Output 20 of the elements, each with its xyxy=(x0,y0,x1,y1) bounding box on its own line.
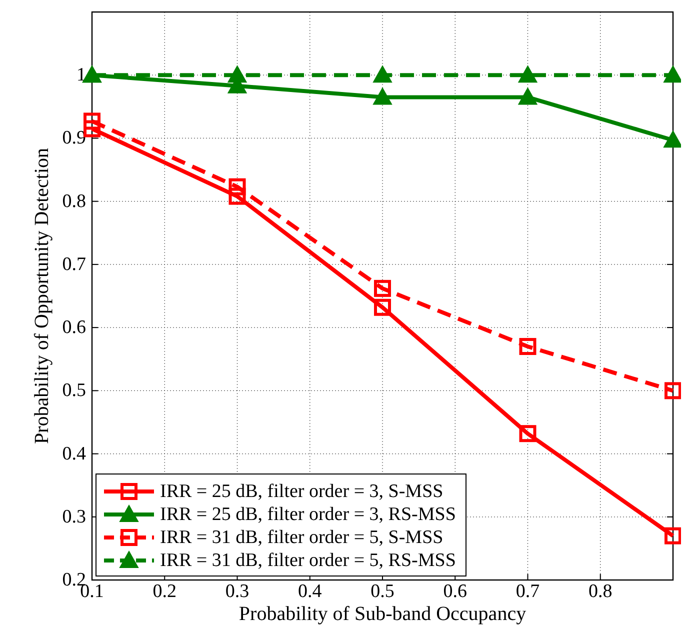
y-tick-label: 1 xyxy=(76,64,86,86)
x-tick-label: 0.6 xyxy=(443,581,467,602)
x-tick-label: 0.7 xyxy=(516,581,540,602)
y-tick-label: 0.6 xyxy=(62,317,86,338)
x-tick-label: 0.2 xyxy=(152,581,176,602)
legend-label: IRR = 25 dB, filter order = 3, RS-MSS xyxy=(160,504,456,525)
x-tick-label: 0.8 xyxy=(588,581,612,602)
legend-label: IRR = 31 dB, filter order = 5, RS-MSS xyxy=(160,550,456,571)
legend-label: IRR = 31 dB, filter order = 5, S-MSS xyxy=(160,527,444,548)
y-tick-label: 0.3 xyxy=(62,506,86,528)
y-tick-label: 0.5 xyxy=(62,380,86,402)
x-tick-label: 0.3 xyxy=(225,581,250,602)
x-tick-label: 0.5 xyxy=(370,581,394,602)
x-axis-title: Probability of Sub-band Occupancy xyxy=(238,603,526,625)
x-tick-label: 0.4 xyxy=(298,581,322,602)
y-axis-title: Probability of Opportunity Detection xyxy=(31,148,53,444)
y-tick-label: 0.4 xyxy=(62,443,86,464)
legend-label: IRR = 25 dB, filter order = 3, S-MSS xyxy=(160,481,444,502)
y-tick-label: 0.8 xyxy=(62,190,86,212)
y-tick-label: 0.7 xyxy=(62,254,86,275)
